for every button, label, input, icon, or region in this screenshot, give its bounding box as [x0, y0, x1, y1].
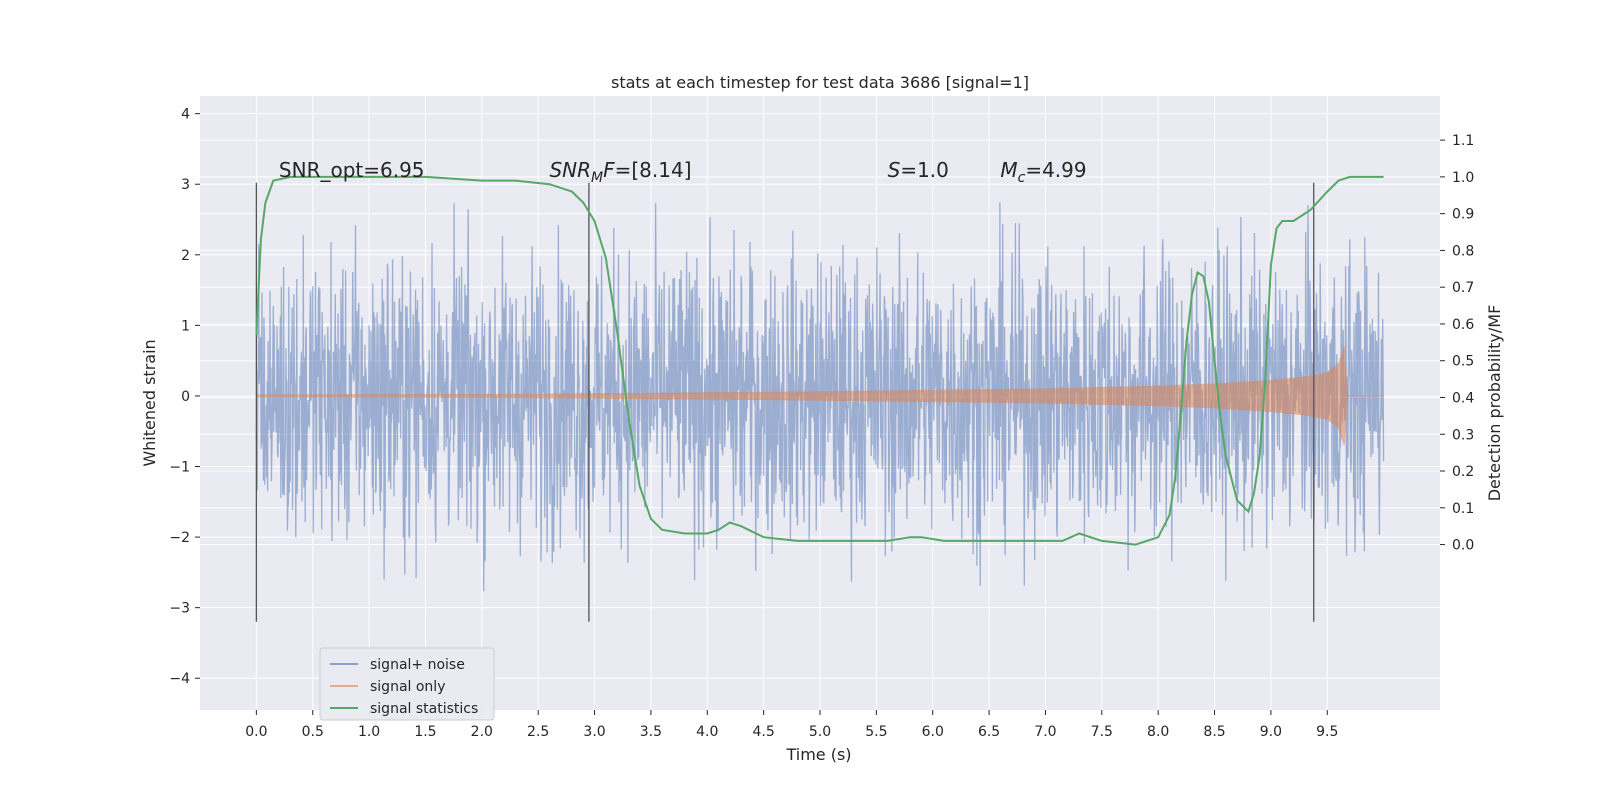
y-right-tick-label: 0.4 — [1452, 390, 1474, 406]
x-tick-label: 9.5 — [1316, 724, 1338, 740]
y-tick-label: −2 — [169, 530, 190, 546]
y-right-tick-label: 0.5 — [1452, 354, 1474, 370]
x-tick-label: 2.0 — [471, 724, 493, 740]
vertical-markers — [255, 182, 1315, 622]
y-tick-label: −3 — [169, 601, 190, 617]
x-tick-label: 6.5 — [978, 724, 1000, 740]
legend-box — [319, 647, 495, 721]
legend-label: signal only — [370, 679, 445, 695]
series-signal-statistics — [255, 175, 1384, 546]
chirp-fill — [255, 346, 1384, 446]
y-right-tick-label: 1.0 — [1452, 170, 1474, 186]
y-right-tick-label: 0.8 — [1452, 243, 1474, 259]
annotation: SNR_opt=6.95 — [279, 158, 425, 182]
y-axis-right-label: Detection probability/MF — [1485, 305, 1504, 502]
series-signal-only — [255, 346, 1384, 446]
legend-label: signal+ noise — [370, 657, 465, 673]
y-tick-label: 3 — [181, 177, 190, 193]
x-axis-label: Time (s) — [785, 745, 851, 764]
legend: signal+ noise signal only signal statistic… — [319, 647, 495, 721]
y-axis-right-ticks: 0.0 0.1 0.2 0.3 0.4 0.5 0.6 0.7 0.8 0.9 1.0 1.1 — [1440, 133, 1474, 554]
x-tick-label: 3.5 — [640, 724, 662, 740]
y-right-tick-label: 0.3 — [1452, 427, 1474, 443]
x-tick-label: 5.0 — [809, 724, 831, 740]
y-axis-label: Whitened strain — [140, 339, 159, 466]
y-right-tick-label: 0.6 — [1452, 317, 1474, 333]
x-tick-label: 7.5 — [1091, 724, 1113, 740]
x-tick-label: 4.0 — [696, 724, 718, 740]
x-tick-label: 5.5 — [865, 724, 887, 740]
y-tick-label: −1 — [169, 460, 190, 476]
x-axis-ticks: 0.0 0.5 1.0 1.5 2.0 2.5 3.0 3.5 4.0 4.5 5.0 5.5 6.0 6… — [245, 710, 1338, 740]
annotation: Mc=4.99 — [1000, 158, 1086, 186]
x-tick-label: 4.5 — [753, 724, 775, 740]
x-tick-label: 1.0 — [358, 724, 380, 740]
annotation: SNRMF=[8.14] — [549, 158, 691, 186]
x-tick-label: 8.0 — [1147, 724, 1169, 740]
y-axis-ticks: −4 −3 −2 −1 0 1 2 3 4 — [169, 107, 200, 687]
y-tick-label: −4 — [169, 671, 190, 687]
chart-title: stats at each timestep for test data 368… — [611, 73, 1029, 92]
y-right-tick-label: 0.9 — [1452, 207, 1474, 223]
annotations: SNR_opt=6.95 SNRMF=[8.14] S=1.0 Mc=4.99 — [279, 158, 1087, 186]
annotation: S=1.0 — [888, 158, 949, 182]
x-tick-label: 6.0 — [922, 724, 944, 740]
noise-line — [255, 202, 1385, 592]
y-right-tick-label: 0.7 — [1452, 280, 1474, 296]
y-tick-label: 0 — [181, 389, 190, 405]
x-tick-label: 3.0 — [583, 724, 605, 740]
y-tick-label: 4 — [181, 107, 190, 123]
y-right-tick-label: 0.0 — [1452, 538, 1474, 554]
statistics-line — [255, 175, 1384, 546]
x-tick-label: 0.0 — [245, 724, 267, 740]
y-tick-label: 1 — [181, 318, 190, 334]
x-tick-label: 9.0 — [1260, 724, 1282, 740]
x-tick-label: 2.5 — [527, 724, 549, 740]
x-tick-label: 7.0 — [1034, 724, 1056, 740]
y-right-tick-label: 0.2 — [1452, 464, 1474, 480]
series-signal-noise — [255, 202, 1385, 592]
legend-label: signal statistics — [370, 701, 478, 717]
x-tick-label: 0.5 — [302, 724, 324, 740]
y-right-tick-label: 1.1 — [1452, 133, 1474, 149]
y-right-tick-label: 0.1 — [1452, 501, 1474, 517]
x-tick-label: 8.5 — [1203, 724, 1225, 740]
y-tick-label: 2 — [181, 248, 190, 264]
x-tick-label: 1.5 — [414, 724, 436, 740]
